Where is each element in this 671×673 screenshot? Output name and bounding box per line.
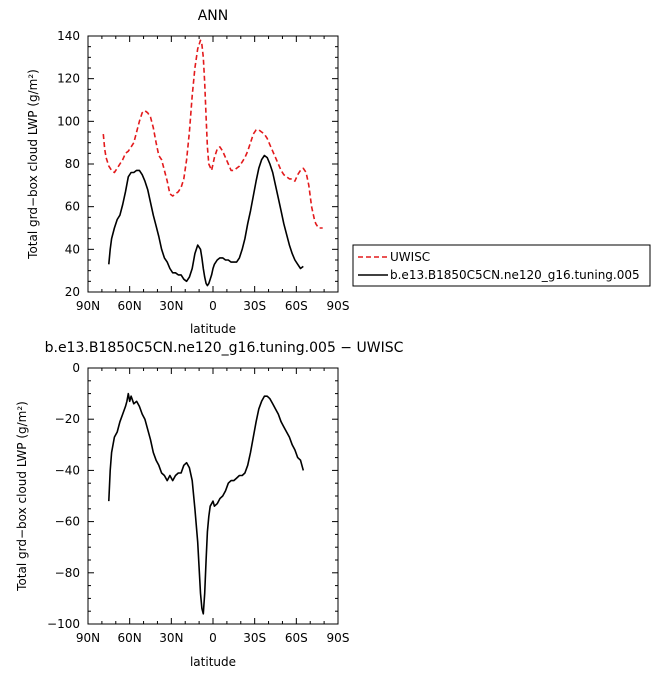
top-x-tick-label: 90S xyxy=(327,299,350,313)
top-series-line-uwisc xyxy=(102,39,323,229)
top-x-axis-label: latitude xyxy=(190,322,236,336)
bottom-plot-frame xyxy=(87,367,339,625)
top-x-tick-label: 30S xyxy=(243,299,266,313)
bottom-y-tick-label: −100 xyxy=(47,617,80,631)
top-y-tick-label: 80 xyxy=(65,157,80,171)
bottom-x-axis-label: latitude xyxy=(190,655,236,669)
bottom-y-tick-label: 0 xyxy=(72,361,80,375)
top-chart: ANN 90N 60N 30N 0 30S 60S 90S 20 40 60 80 100 120 140… xyxy=(26,8,349,336)
bottom-x-tick-label: 60N xyxy=(118,631,142,645)
top-x-tick-label: 90N xyxy=(76,299,100,313)
bottom-x-tick-label: 90N xyxy=(76,631,100,645)
top-y-axis-label: Total grd−box cloud LWP (g/m²) xyxy=(26,69,40,260)
bottom-y-tick-label: −40 xyxy=(55,463,80,477)
legend-box xyxy=(352,244,651,287)
top-x-tick-label: 30N xyxy=(159,299,183,313)
top-plot-frame xyxy=(87,35,339,293)
top-x-tick-label: 60S xyxy=(285,299,308,313)
bottom-y-tick-label: −80 xyxy=(55,566,80,580)
top-x-tick-label: 60N xyxy=(118,299,142,313)
bottom-y-tick-label: −20 xyxy=(55,412,80,426)
bottom-series-line-difference xyxy=(108,392,305,615)
bottom-chart-title: b.e13.B1850C5CN.ne120_g16.tuning.005 − U… xyxy=(45,340,404,356)
bottom-x-tick-label: 90S xyxy=(327,631,350,645)
bottom-y-axis-label: Total grd−box cloud LWP (g/m²) xyxy=(15,401,29,592)
top-y-tick-label: 60 xyxy=(65,200,80,214)
bottom-x-tick-label: 60S xyxy=(285,631,308,645)
bottom-x-tick-label: 30N xyxy=(159,631,183,645)
top-series-line-model xyxy=(108,154,304,287)
top-y-tick-label: 140 xyxy=(57,29,80,43)
top-chart-title: ANN xyxy=(198,8,229,24)
bottom-x-tick-label: 0 xyxy=(209,631,217,645)
top-x-tick-label: 0 xyxy=(209,299,217,313)
top-y-tick-label: 120 xyxy=(57,72,80,86)
top-y-tick-label: 100 xyxy=(57,114,80,128)
bottom-x-tick-label: 30S xyxy=(243,631,266,645)
legend: UWISC b.e13.B1850C5CN.ne120_g16.tuning.0… xyxy=(352,244,651,287)
bottom-y-tick-label: −60 xyxy=(55,515,80,529)
bottom-chart: b.e13.B1850C5CN.ne120_g16.tuning.005 − U… xyxy=(15,340,404,669)
top-y-tick-label: 40 xyxy=(65,242,80,256)
legend-label-uwisc: UWISC xyxy=(390,250,430,264)
top-y-tick-label: 20 xyxy=(65,285,80,299)
legend-label-model: b.e13.B1850C5CN.ne120_g16.tuning.005 xyxy=(390,268,640,282)
